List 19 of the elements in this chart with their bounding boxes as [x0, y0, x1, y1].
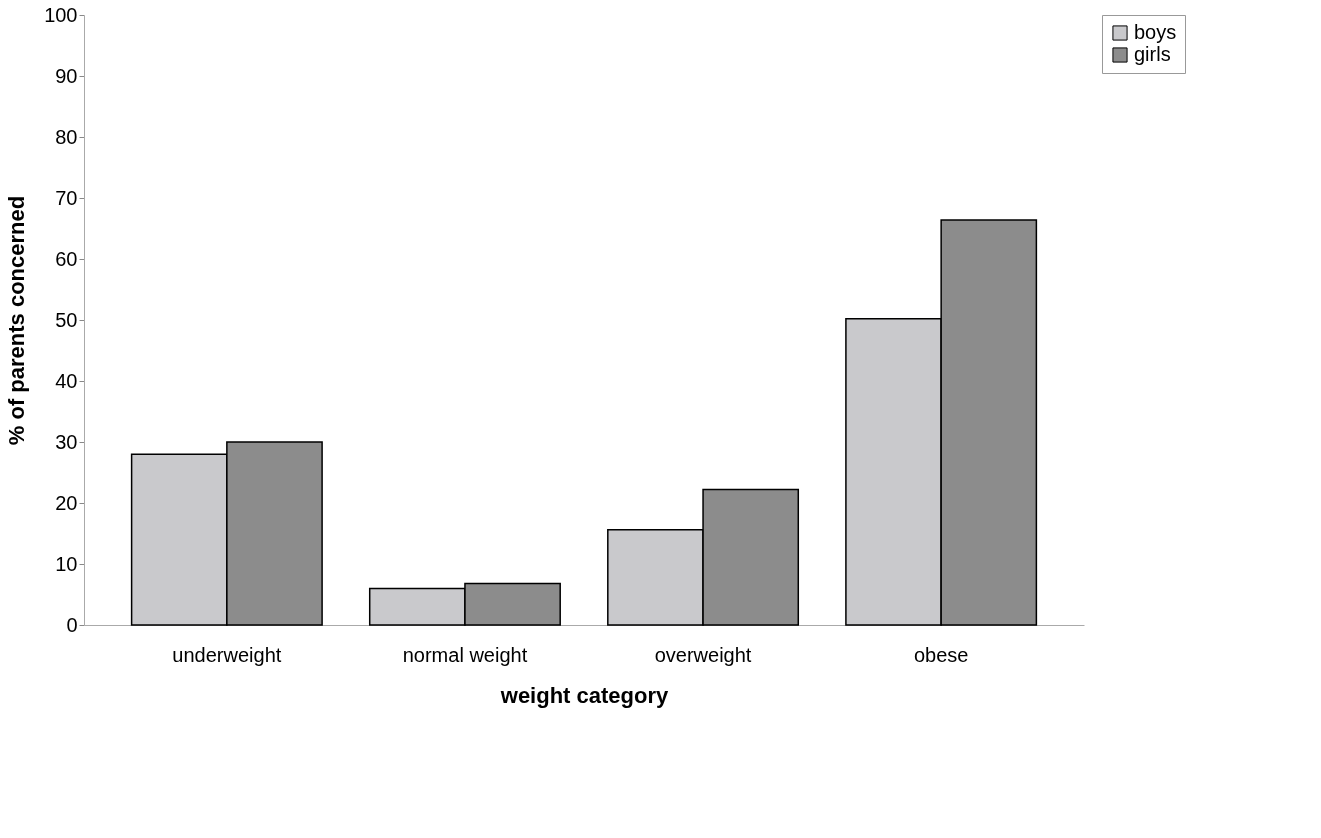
- y-tick-label: 80: [55, 125, 78, 148]
- legend-label: girls: [1134, 43, 1171, 65]
- y-tick-label: 70: [55, 186, 78, 209]
- y-tick-label: 40: [55, 369, 78, 392]
- y-tick-label: 60: [55, 247, 78, 270]
- y-tick-label: 50: [55, 308, 78, 331]
- x-tick-label: overweight: [654, 643, 752, 666]
- y-tick-label: 20: [55, 491, 78, 514]
- x-axis-title: weight category: [499, 682, 669, 708]
- y-tick-label: 30: [55, 430, 78, 453]
- y-axis-title: % of parents concerned: [4, 195, 30, 446]
- legend-label: boys: [1134, 21, 1177, 43]
- x-tick-label: normal weight: [402, 643, 528, 666]
- x-tick-label: underweight: [172, 643, 282, 666]
- y-tick-label: 10: [55, 552, 78, 575]
- y-tick-label: 100: [44, 3, 78, 26]
- x-tick-label: obese: [913, 643, 969, 666]
- y-tick-label: 0: [66, 613, 78, 636]
- y-tick-label: 90: [55, 64, 78, 87]
